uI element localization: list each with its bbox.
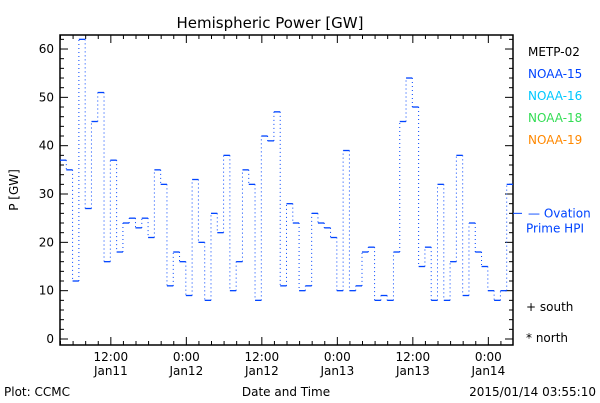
legend-entry: NOAA-18 (528, 111, 582, 125)
axis-ticks: 010203040506012:00Jan110:00Jan1212:00Jan… (39, 35, 513, 378)
legend: METP-02 NOAA-15 NOAA-16 NOAA-18 NOAA-19 — Ova… (513, 45, 591, 345)
timestamp: 2015/01/14 03:55:10 (469, 385, 596, 399)
x-tick-label: Jan11 (93, 364, 128, 378)
y-axis-label: P [GW] (7, 169, 21, 211)
hemisphere-marker-legend: * north (526, 331, 568, 345)
x-tick-label: Jan12 (168, 364, 203, 378)
x-tick-label: 12:00 (94, 350, 129, 364)
x-tick-label: Jan12 (244, 364, 279, 378)
y-tick-label: 50 (39, 90, 54, 104)
hemisphere-marker-legend: + south (526, 300, 573, 314)
x-tick-label: 0:00 (475, 350, 502, 364)
x-tick-label: 12:00 (396, 350, 431, 364)
plot-credit: Plot: CCMC (4, 385, 70, 399)
y-tick-label: 0 (46, 332, 54, 346)
x-tick-label: 12:00 (245, 350, 280, 364)
y-tick-label: 40 (39, 139, 54, 153)
plot-frame (59, 34, 514, 346)
y-tick-label: 60 (39, 42, 54, 56)
y-tick-label: 30 (39, 187, 54, 201)
legend-entry: METP-02 (528, 45, 580, 59)
x-tick-label: Jan13 (319, 364, 354, 378)
ovation-label: Prime HPI (526, 221, 584, 235)
chart-title: Hemispheric Power [GW] (177, 14, 364, 32)
legend-entry: NOAA-15 (528, 67, 582, 81)
y-tick-label: 10 (39, 284, 54, 298)
legend-entry: NOAA-19 (528, 133, 582, 147)
ovation-label: — Ovation (528, 206, 591, 220)
y-tick-label: 20 (39, 235, 54, 249)
legend-entry: NOAA-16 (528, 89, 582, 103)
data-series (60, 38, 513, 301)
x-tick-label: 0:00 (324, 350, 351, 364)
x-tick-label: 0:00 (173, 350, 200, 364)
x-axis-label: Date and Time (242, 385, 330, 399)
x-tick-label: Jan13 (395, 364, 430, 378)
x-tick-label: Jan14 (470, 364, 505, 378)
